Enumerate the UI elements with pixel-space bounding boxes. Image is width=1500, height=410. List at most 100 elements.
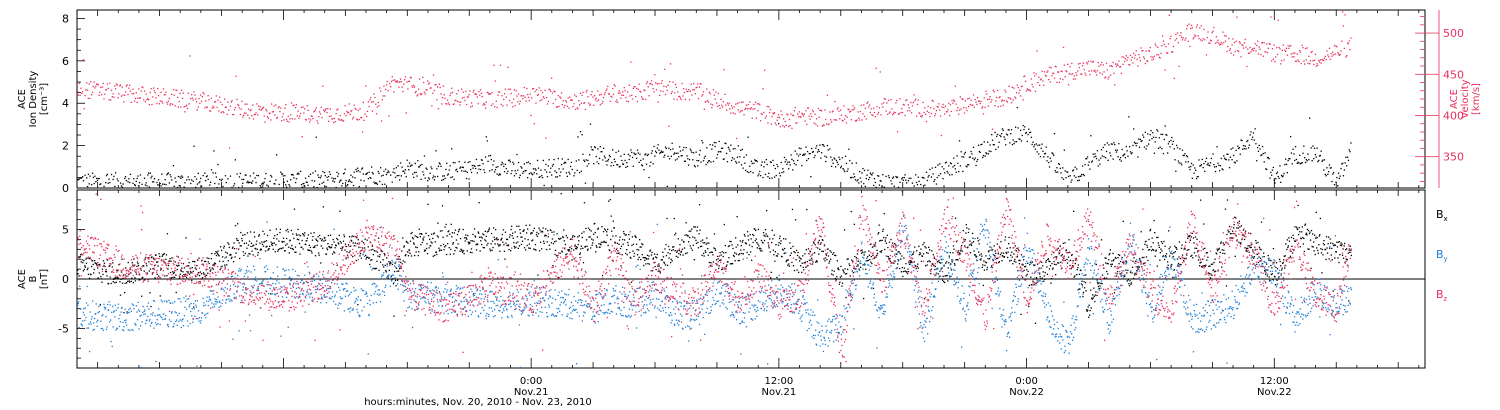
density-series-point xyxy=(774,167,776,170)
velocity-series-point xyxy=(261,108,263,110)
bx-series-point xyxy=(923,298,926,300)
density-series-point xyxy=(113,175,115,178)
velocity-series-point xyxy=(413,84,415,86)
bx-series-point xyxy=(486,231,489,233)
velocity-series-point xyxy=(205,100,207,102)
velocity-series-point xyxy=(648,95,650,97)
velocity-series-point xyxy=(387,89,389,92)
bx-series-point xyxy=(795,249,798,252)
density-series-point xyxy=(407,165,409,167)
velocity-series-point xyxy=(298,117,300,119)
velocity-series-point xyxy=(814,113,816,115)
bx-series-point xyxy=(798,271,800,273)
bx-series-point xyxy=(1053,263,1056,265)
density-series-point xyxy=(611,161,613,164)
density-series-point xyxy=(301,186,303,188)
bx-series-point xyxy=(779,242,782,245)
bx-series-point xyxy=(614,242,617,244)
bx-series-point xyxy=(254,236,256,238)
bx-series-point xyxy=(1046,266,1048,268)
density-series-point xyxy=(873,178,876,180)
density-series-point xyxy=(710,161,712,163)
density-series-point xyxy=(331,177,333,179)
velocity-series-point xyxy=(1049,81,1051,83)
velocity-series-point xyxy=(947,109,949,111)
density-series-point xyxy=(1242,148,1244,150)
bx-series-point xyxy=(586,245,588,247)
bx-series-point xyxy=(871,262,873,265)
velocity-series-point xyxy=(746,108,748,110)
density-series-point xyxy=(1223,155,1225,157)
density-series-point xyxy=(866,174,868,176)
density-series-point xyxy=(236,173,238,175)
velocity-series-point xyxy=(540,89,542,92)
bx-series-point xyxy=(1035,282,1037,284)
velocity-series-point xyxy=(964,100,966,102)
bx-series-point xyxy=(729,240,731,243)
density-series-point xyxy=(652,163,654,165)
velocity-series-point xyxy=(601,102,603,105)
velocity-series-point xyxy=(1347,43,1350,45)
density-series-point xyxy=(983,141,985,143)
bx-series-point xyxy=(545,235,547,237)
velocity-series-point xyxy=(1265,51,1267,53)
density-series-point xyxy=(739,156,741,158)
bx-series-point xyxy=(242,234,244,236)
bx-series-point xyxy=(172,271,174,273)
density-series-point xyxy=(1002,129,1004,132)
density-series-point xyxy=(1080,175,1082,177)
density-series-point xyxy=(645,153,647,155)
bx-series-point xyxy=(703,255,705,257)
density-series-point xyxy=(978,150,980,153)
bx-series-point xyxy=(1049,260,1051,263)
density-series-point xyxy=(314,180,316,182)
velocity-series-point xyxy=(546,103,549,105)
velocity-series-point xyxy=(806,123,808,126)
density-series-point xyxy=(1126,150,1128,152)
density-series-point xyxy=(795,164,797,166)
velocity-series-point xyxy=(861,119,863,121)
bx-series-point xyxy=(550,242,553,244)
density-series-point xyxy=(350,174,352,176)
bx-series-point xyxy=(862,264,864,266)
velocity-series-point xyxy=(1062,78,1064,81)
bx-series-point xyxy=(585,227,587,230)
velocity-series-point xyxy=(946,111,948,113)
bx-series-point xyxy=(134,277,136,279)
bx-series-point xyxy=(1017,249,1020,251)
velocity-series-point xyxy=(969,103,971,106)
bx-series-point xyxy=(723,223,725,226)
velocity-series-point xyxy=(1029,90,1032,92)
velocity-series-point xyxy=(356,119,359,121)
velocity-series-point xyxy=(353,104,355,106)
velocity-series-point xyxy=(1175,33,1177,36)
bx-series-point xyxy=(603,228,606,230)
velocity-series-point xyxy=(1079,62,1081,65)
density-series-point xyxy=(765,159,767,161)
velocity-series-point xyxy=(1144,62,1146,65)
velocity-series-point xyxy=(868,104,871,106)
velocity-series-point xyxy=(811,115,813,118)
bx-series-point xyxy=(511,225,513,227)
velocity-series-point xyxy=(1286,54,1288,56)
bx-series-point xyxy=(159,255,161,258)
density-series-point xyxy=(754,160,757,162)
density-series-point xyxy=(358,186,360,188)
density-series-point xyxy=(215,176,217,178)
bx-series-point xyxy=(141,295,143,297)
density-series-point xyxy=(136,177,138,180)
density-series-point xyxy=(565,162,567,164)
velocity-series-point xyxy=(1146,60,1148,62)
velocity-series-point xyxy=(508,99,511,102)
density-series-point xyxy=(559,175,561,177)
velocity-series-point xyxy=(1081,65,1084,67)
velocity-series-point xyxy=(107,87,109,90)
velocity-series-point xyxy=(1163,43,1165,46)
bx-series-point xyxy=(493,227,495,229)
velocity-series-point xyxy=(960,108,962,110)
density-series-point xyxy=(77,179,80,181)
density-series-point xyxy=(485,136,487,138)
bx-series-point xyxy=(414,235,416,237)
velocity-series-point xyxy=(616,99,618,101)
density-series-point xyxy=(597,148,599,150)
